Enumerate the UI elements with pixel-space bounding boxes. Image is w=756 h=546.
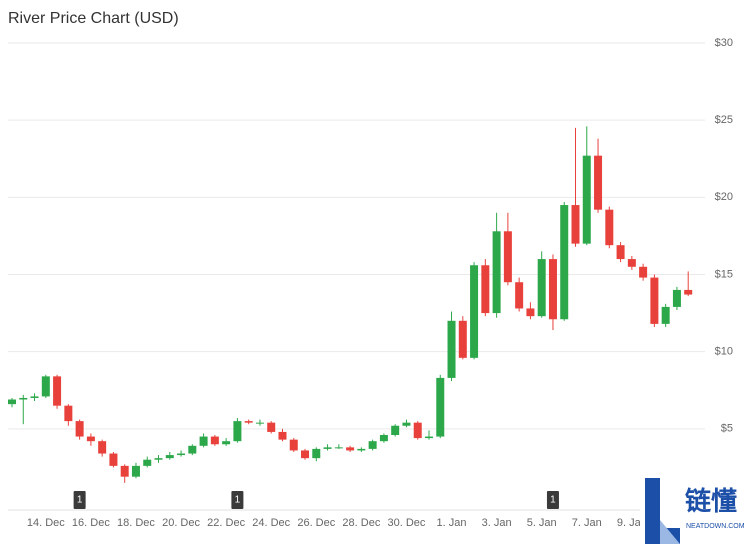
candle-body [30, 396, 39, 398]
candle-body [402, 422, 411, 426]
y-tick-label: $25 [715, 114, 733, 126]
candle-body [470, 265, 479, 358]
candle-body [177, 453, 186, 456]
candle-body [684, 289, 693, 295]
candle-body [75, 421, 84, 437]
x-tick-label: 3. Jan [482, 517, 512, 529]
y-tick-label: $5 [721, 423, 733, 435]
candle-body [571, 205, 580, 244]
candle-body [515, 282, 524, 309]
candle-body [210, 436, 219, 445]
candle-body [481, 265, 490, 314]
candle-body [447, 320, 456, 378]
candle-body [222, 441, 231, 445]
x-tick-label: 7. Jan [572, 517, 602, 529]
candle-body [120, 465, 129, 477]
candle-body [672, 289, 681, 307]
candle-body [391, 425, 400, 436]
candle-body [64, 405, 73, 422]
candle-body [19, 397, 28, 400]
candle-body [661, 306, 670, 324]
candle-body [86, 436, 95, 442]
flag [546, 491, 559, 509]
y-tick-label: $30 [715, 37, 733, 49]
x-tick-label: 16. Dec [72, 517, 110, 529]
x-tick-label: 26. Dec [297, 517, 335, 529]
candle-body [413, 422, 422, 439]
candle-body [650, 277, 659, 324]
candle-body [616, 245, 625, 260]
candle-body [255, 422, 264, 424]
candle-body [357, 448, 366, 451]
x-tick-label: 20. Dec [162, 517, 200, 529]
candle-body [143, 459, 152, 466]
candle-body [526, 308, 535, 317]
candle-body [594, 155, 603, 210]
candle-body [560, 205, 569, 320]
y-tick-label: $15 [715, 268, 733, 280]
candle-body [165, 455, 174, 459]
flag-label: 1 [235, 495, 241, 506]
candle-body [289, 439, 298, 451]
candle-body [458, 320, 467, 358]
x-tick-label: 5. Jan [527, 517, 557, 529]
x-tick-label: 30. Dec [387, 517, 425, 529]
candle-body [639, 266, 648, 278]
candle-body [436, 377, 445, 437]
watermark-logo [645, 478, 680, 544]
candle-body [188, 445, 197, 454]
candle-body [154, 458, 163, 460]
candle-body [537, 259, 546, 317]
candle-body [109, 453, 118, 466]
watermark-subtext: NEATDOWN.COM [686, 523, 745, 530]
candle-body [323, 447, 332, 449]
candle-body [503, 231, 512, 283]
candle-body [548, 259, 557, 320]
x-tick-label: 9. Jan [617, 517, 647, 529]
watermark-text: 链懂 [685, 486, 737, 516]
candle-body [131, 465, 140, 477]
candle-body [582, 155, 591, 244]
candle-body [244, 421, 253, 423]
candle-body [368, 441, 377, 449]
x-tick-label: 24. Dec [252, 517, 290, 529]
candle-body [233, 421, 242, 442]
candle-body [605, 209, 614, 246]
candle-body [8, 399, 16, 405]
x-tick-label: 1. Jan [437, 517, 467, 529]
candle-body [199, 436, 208, 446]
candle-body [53, 376, 62, 406]
candle-body [278, 431, 287, 440]
candle-body [627, 259, 636, 267]
candle-body [267, 422, 276, 432]
flag-label: 1 [550, 495, 556, 506]
x-tick-label: 14. Dec [27, 517, 65, 529]
y-tick-label: $20 [715, 191, 733, 203]
candle-body [346, 447, 355, 451]
watermark-logo-accent [660, 520, 680, 544]
chart-title: River Price Chart (USD) [8, 10, 179, 27]
x-tick-label: 28. Dec [342, 517, 380, 529]
candle-body [312, 448, 321, 459]
flag [231, 491, 244, 509]
candle-body [424, 436, 433, 439]
candle-body [98, 441, 107, 454]
candle-body [301, 450, 310, 459]
flag-label: 1 [77, 495, 83, 506]
candle-body [379, 435, 388, 442]
y-tick-label: $10 [715, 346, 733, 358]
flag [73, 491, 86, 509]
candle-body [492, 231, 501, 314]
candle-body [41, 376, 50, 397]
x-tick-label: 22. Dec [207, 517, 245, 529]
x-tick-label: 18. Dec [117, 517, 155, 529]
candle-body [334, 447, 343, 449]
